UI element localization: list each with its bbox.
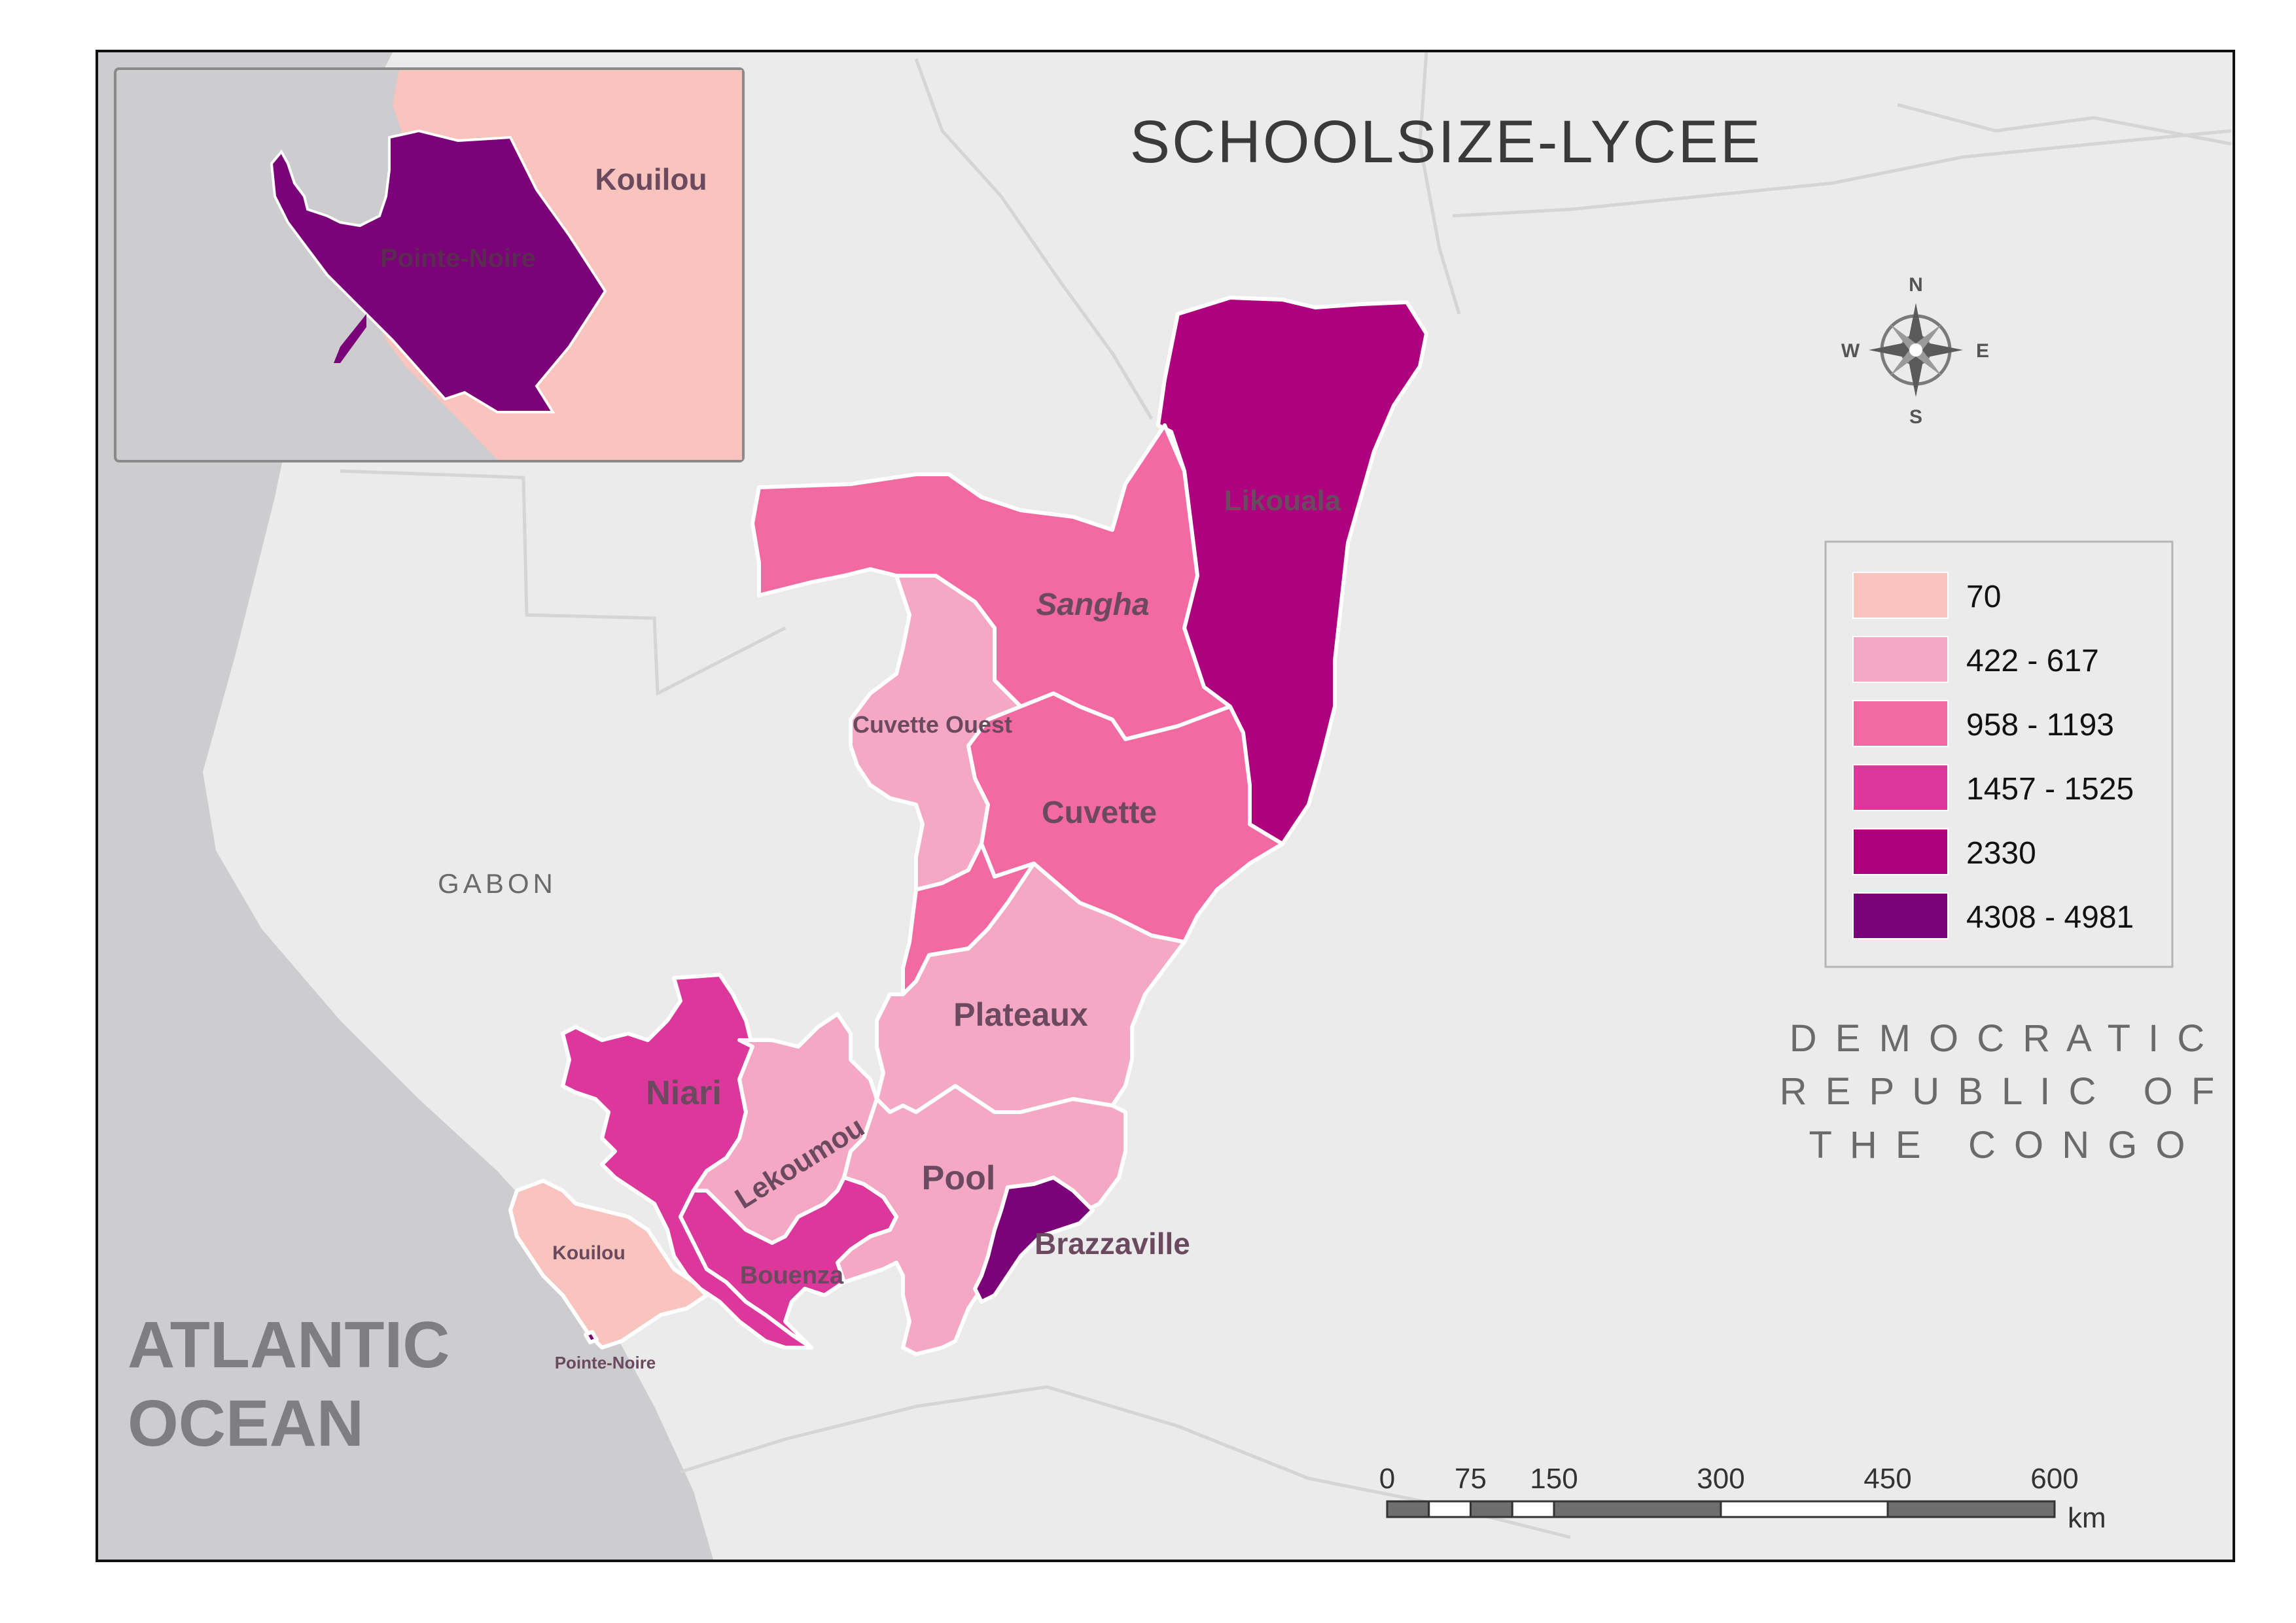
label-bouenza: Bouenza [740, 1262, 844, 1289]
legend-label-1: 422 - 617 [1966, 644, 2099, 678]
compass-w: W [1841, 340, 1860, 362]
label-kouilou: Kouilou [552, 1242, 626, 1264]
label-atlantic: ATLANTIC [128, 1308, 450, 1382]
label-cuvette: Cuvette [1042, 795, 1157, 830]
neighbour-borders [340, 52, 2232, 1539]
scale-segment-1 [1428, 1500, 1472, 1518]
inset-pointe-noire-spit [334, 314, 366, 363]
legend-label-2: 958 - 1193 [1966, 708, 2114, 742]
scale-bar: 0 75 150 300 450 600 km [1379, 1463, 2106, 1534]
legend-swatch-1 [1852, 636, 1949, 683]
scale-segment-2 [1470, 1500, 1513, 1518]
region-bouenza[interactable] [679, 1176, 898, 1350]
legend-label-5: 4308 - 4981 [1966, 900, 2134, 935]
region-brazzaville[interactable] [973, 1176, 1095, 1304]
legend-items: 70 422 - 617 958 - 1193 1457 - 1525 2330 4308… [1852, 572, 2134, 939]
region-cuvette[interactable] [966, 691, 1284, 944]
compass-center [1909, 343, 1922, 357]
map-title: SCHOOLSIZE-LYCEE [1130, 109, 1763, 175]
inset-map: Kouilou Pointe-Noire [114, 67, 745, 462]
inset-label-pointe-noire: Pointe-Noire [380, 244, 536, 273]
label-likouala: Likouala [1224, 485, 1341, 517]
scale-segment-4 [1553, 1500, 1722, 1518]
scale-tick-1: 75 [1455, 1463, 1487, 1495]
label-niari: Niari [646, 1074, 722, 1112]
label-cuvette-ouest: Cuvette Ouest [853, 711, 1012, 738]
scale-tick-4: 450 [1863, 1463, 1911, 1495]
label-plateaux: Plateaux [953, 996, 1088, 1033]
scale-segment-0 [1386, 1500, 1430, 1518]
legend-swatch-5 [1852, 892, 1949, 939]
inset-label-kouilou: Kouilou [595, 162, 707, 196]
label-drc-line3: T H E C O N G O [1809, 1124, 2189, 1166]
legend-swatch-4 [1852, 828, 1949, 875]
regions-layer [508, 296, 1428, 1356]
scale-tick-2: 150 [1530, 1463, 1578, 1495]
region-kouilou[interactable] [508, 1179, 709, 1350]
compass-rose: N S E W [1841, 274, 1989, 428]
inset-pointe-noire-area [270, 129, 607, 413]
label-gabon: GABON [438, 868, 557, 899]
scale-unit: km [2068, 1502, 2106, 1534]
scale-segment-6 [1886, 1500, 2056, 1518]
scale-segment-3 [1511, 1500, 1555, 1518]
label-drc-line2: R E P U B L I C O F [1780, 1070, 2219, 1113]
scale-tick-3: 300 [1697, 1463, 1744, 1495]
label-drc-line1: D E M O C R A T I C [1790, 1017, 2208, 1060]
compass-e: E [1976, 340, 1989, 362]
legend-swatch-2 [1852, 700, 1949, 747]
compass-s: S [1909, 406, 1922, 428]
label-pool: Pool [922, 1159, 996, 1197]
label-sangha: Sangha [1036, 587, 1149, 622]
legend: 70 422 - 617 958 - 1193 1457 - 1525 2330 4308… [1824, 540, 2174, 968]
region-pointe-noire[interactable] [584, 1330, 599, 1344]
legend-label-0: 70 [1966, 580, 2001, 614]
legend-swatch-0 [1852, 572, 1949, 619]
scale-tick-0: 0 [1379, 1463, 1395, 1495]
scale-segment-5 [1720, 1500, 1889, 1518]
label-ocean: OCEAN [128, 1387, 364, 1460]
scale-tick-5: 600 [2030, 1463, 2078, 1495]
legend-label-4: 2330 [1966, 836, 2036, 871]
label-pointe-noire: Pointe-Noire [555, 1353, 656, 1372]
legend-label-3: 1457 - 1525 [1966, 772, 2134, 807]
compass-n: N [1909, 274, 1923, 296]
label-brazzaville: Brazzaville [1034, 1227, 1190, 1261]
legend-swatch-3 [1852, 764, 1949, 811]
